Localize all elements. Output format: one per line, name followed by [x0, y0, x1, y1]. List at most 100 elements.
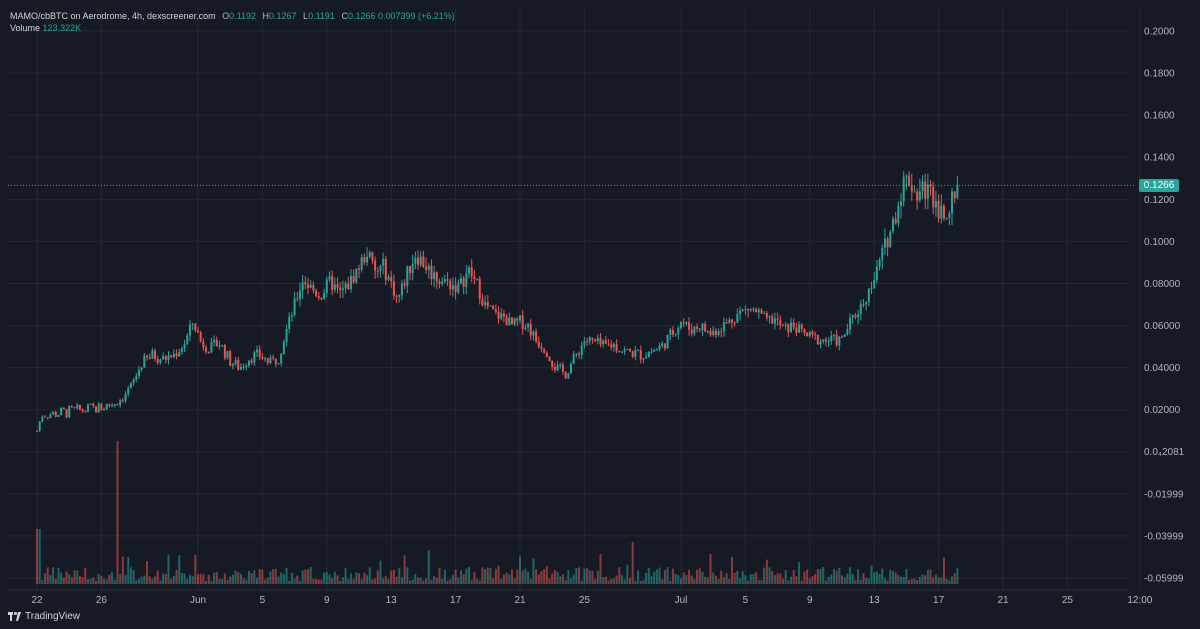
- candle-body: [36, 430, 38, 432]
- volume-bar: [484, 569, 487, 584]
- candle-body: [301, 282, 304, 291]
- volume-bar: [266, 577, 269, 584]
- volume-bar: [537, 574, 540, 584]
- candle-body: [688, 322, 691, 330]
- candle-body: [886, 238, 889, 248]
- candle-body: [781, 325, 784, 327]
- volume-bar: [457, 577, 460, 584]
- volume-bar: [599, 554, 602, 584]
- volume-bar: [752, 573, 755, 584]
- candle-body: [588, 337, 591, 342]
- candle-body: [900, 201, 903, 206]
- volume-bar: [736, 570, 739, 584]
- volume-bar: [500, 578, 503, 584]
- volume-bar: [382, 578, 385, 584]
- volume-bar: [739, 578, 742, 584]
- volume-bar: [290, 572, 293, 584]
- candle-body: [215, 339, 218, 347]
- candle-body: [620, 351, 623, 353]
- tradingview-footer[interactable]: TradingView: [8, 611, 80, 622]
- candle-body: [97, 403, 100, 413]
- candle-body: [443, 279, 446, 282]
- candle-body: [704, 323, 707, 332]
- candle-body: [146, 355, 149, 358]
- candle-body: [674, 333, 677, 335]
- volume-bar: [417, 577, 420, 584]
- volume-bar: [113, 579, 116, 584]
- candle-body: [916, 191, 919, 201]
- candle-body: [449, 280, 452, 290]
- candle-body: [282, 341, 285, 355]
- candle-body: [814, 334, 817, 336]
- volume-bar: [95, 580, 98, 584]
- candle-body: [623, 349, 626, 352]
- candle-body: [835, 334, 838, 346]
- volume-bar: [637, 570, 640, 584]
- candle-body: [175, 353, 178, 357]
- candle-body: [580, 345, 583, 356]
- candle-body: [816, 334, 819, 345]
- candle-body: [843, 334, 846, 337]
- candle-body: [819, 341, 822, 345]
- volume-bar: [363, 572, 366, 584]
- volume-bar: [68, 574, 71, 584]
- candle-body: [765, 313, 768, 318]
- y-tick-label: 0.1600: [1144, 111, 1175, 122]
- candle-body: [658, 345, 661, 350]
- candle-body: [352, 275, 355, 283]
- volume-bar: [320, 579, 323, 584]
- volume-bar: [784, 569, 787, 584]
- volume-bar: [441, 578, 444, 584]
- volume-bar: [755, 572, 758, 584]
- volume-bar: [368, 567, 371, 584]
- candle-body: [838, 336, 841, 346]
- candle-body: [137, 369, 140, 377]
- volume-bar: [540, 571, 543, 584]
- volume-bar: [709, 553, 712, 584]
- volume-bar: [502, 574, 505, 584]
- volume-bar: [688, 569, 691, 584]
- volume-bar: [551, 573, 554, 584]
- low-value: 0.1191: [308, 11, 335, 21]
- volume-bar: [521, 570, 524, 584]
- volume-bar: [830, 574, 833, 584]
- candle-body: [121, 400, 124, 402]
- candle-body: [883, 238, 886, 248]
- volume-bar: [545, 566, 548, 584]
- candle-body: [956, 185, 959, 198]
- volume-bar: [916, 580, 919, 584]
- candle-body: [722, 322, 725, 332]
- volume-bar: [859, 579, 862, 584]
- candle-body: [942, 205, 945, 219]
- volume-bar: [779, 573, 782, 584]
- candle-body: [846, 329, 849, 335]
- candle-body: [806, 333, 809, 337]
- candle-body: [639, 350, 642, 360]
- volume-bar: [771, 571, 774, 584]
- volume-bar: [730, 556, 733, 584]
- candle-body: [408, 266, 411, 273]
- volume-bar: [596, 570, 599, 584]
- candle-body: [811, 331, 814, 335]
- x-tick-label: Jul: [675, 595, 688, 606]
- volume-bar: [54, 578, 57, 584]
- volume-bar: [288, 580, 291, 584]
- candle-body: [908, 175, 911, 186]
- volume-bar: [792, 570, 795, 584]
- volume-bar: [932, 577, 935, 584]
- volume-bar: [438, 568, 441, 584]
- candle-body: [38, 421, 41, 431]
- candle-body: [561, 364, 564, 372]
- volume-bar: [205, 580, 208, 584]
- volume-bar: [135, 580, 138, 584]
- volume-bar: [862, 573, 865, 584]
- candle-body: [317, 295, 320, 298]
- volume-bar: [172, 576, 175, 584]
- volume-bar: [873, 572, 876, 584]
- candle-body: [414, 257, 417, 264]
- candle-body: [253, 352, 256, 363]
- volume-bar: [615, 575, 618, 584]
- candle-body: [698, 328, 701, 331]
